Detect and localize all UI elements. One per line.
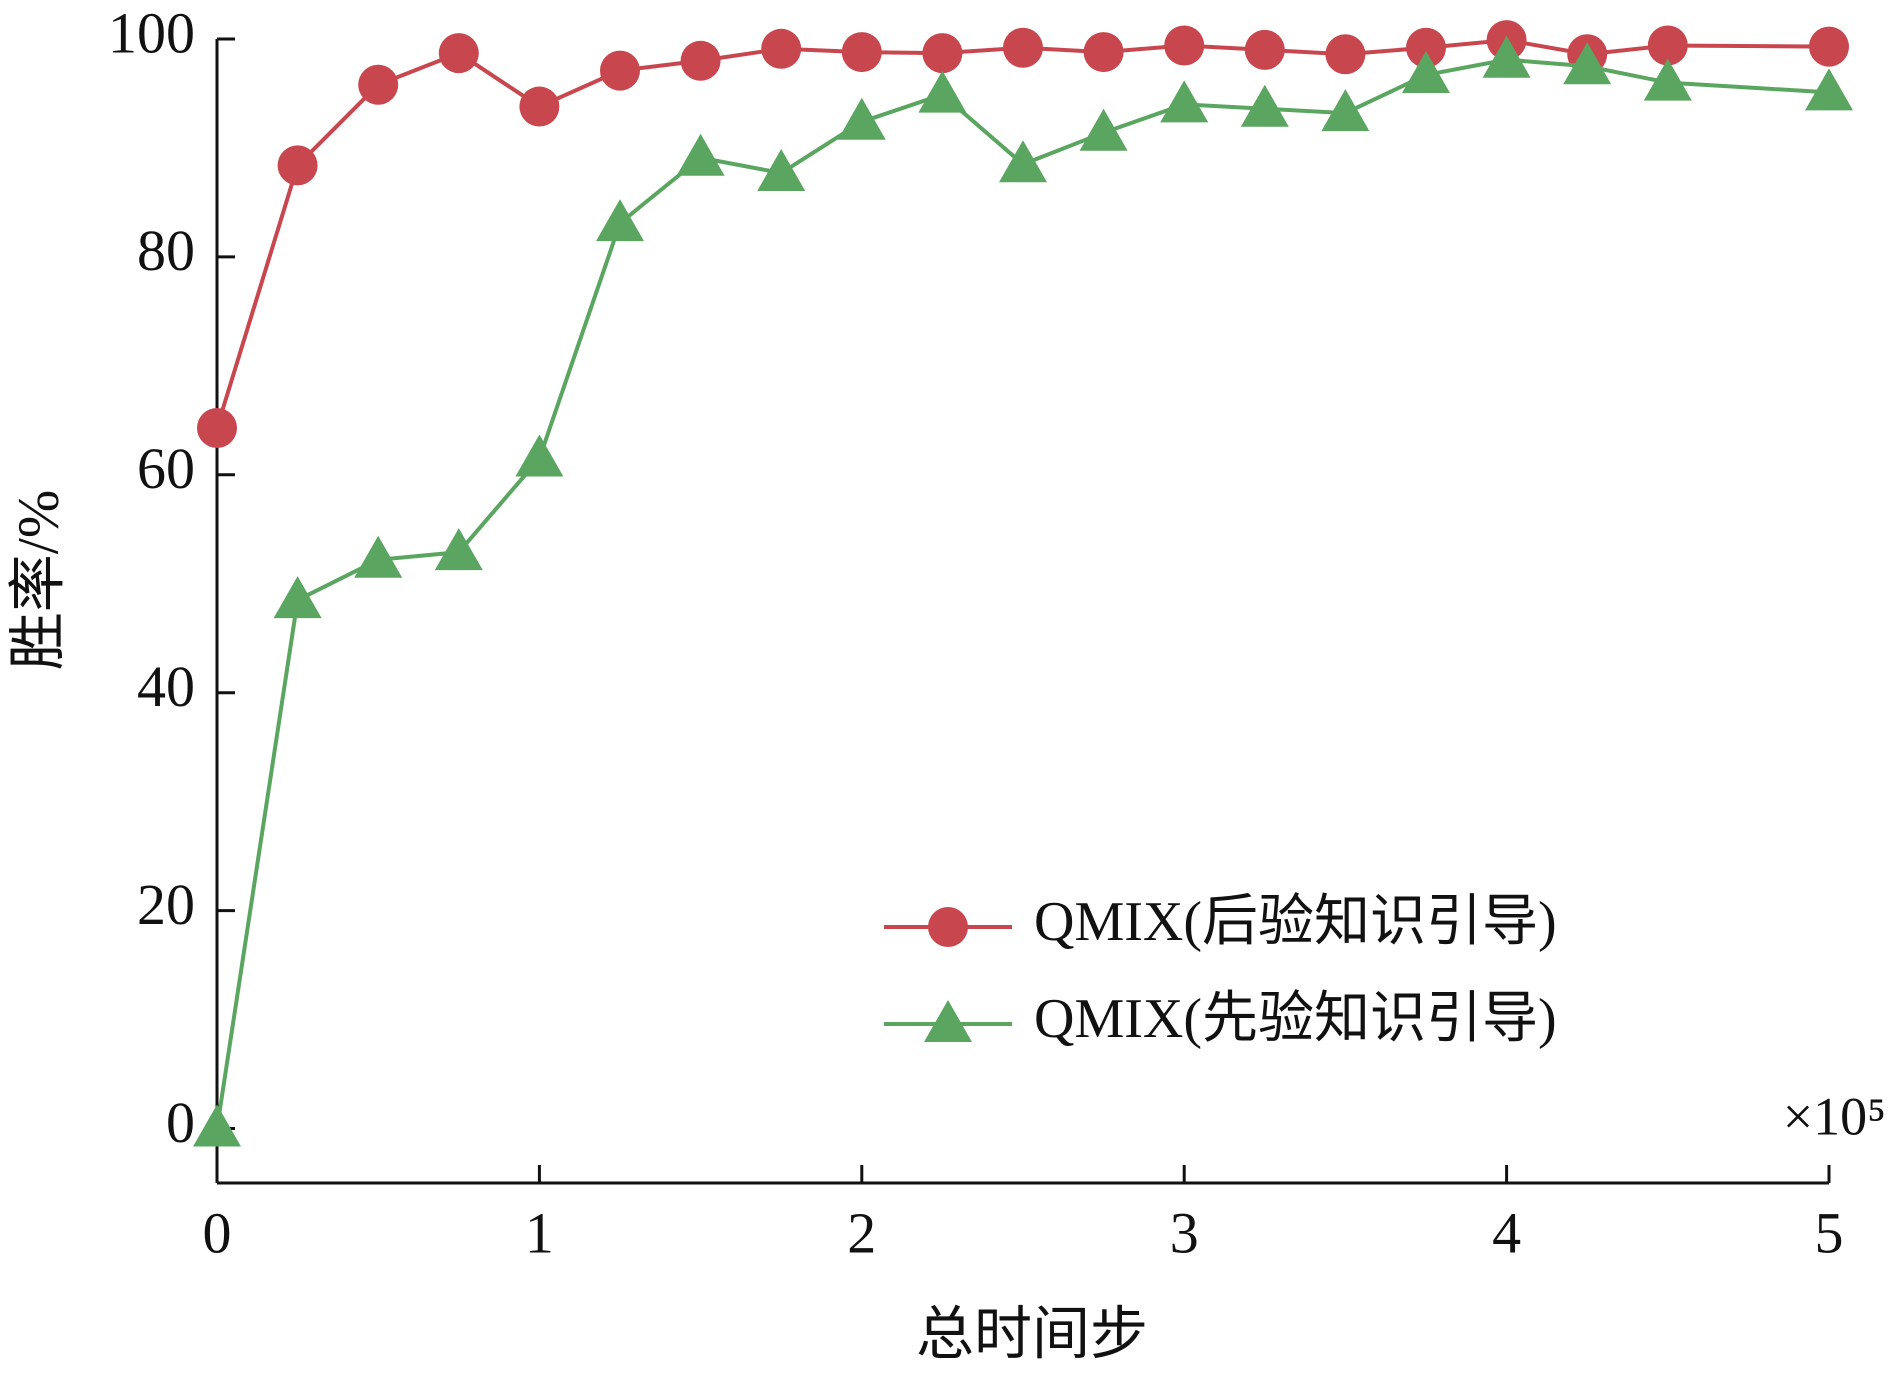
legend-marker bbox=[924, 1000, 972, 1042]
marker bbox=[918, 70, 967, 113]
marker bbox=[1563, 42, 1612, 85]
series-line bbox=[215, 38, 1830, 429]
marker bbox=[358, 64, 399, 105]
marker bbox=[1805, 68, 1853, 111]
marker bbox=[1643, 58, 1692, 101]
marker bbox=[1402, 50, 1450, 93]
marker bbox=[1809, 26, 1849, 67]
marker bbox=[1164, 25, 1205, 66]
legend-marker bbox=[928, 907, 968, 947]
marker bbox=[197, 407, 237, 448]
marker bbox=[1240, 84, 1289, 127]
marker bbox=[922, 33, 963, 74]
y-tick-label: 100 bbox=[108, 0, 195, 65]
marker bbox=[1079, 108, 1128, 151]
marker bbox=[600, 50, 640, 91]
x-axis-title: 总时间步 bbox=[916, 1301, 1148, 1366]
marker bbox=[519, 86, 560, 127]
y-tick-label: 40 bbox=[137, 654, 195, 719]
y-tick-label: 0 bbox=[166, 1090, 195, 1155]
x-tick-label: 5 bbox=[1815, 1200, 1844, 1265]
legend-label: QMIX(先验知识引导) bbox=[1034, 988, 1557, 1050]
marker bbox=[1083, 32, 1124, 73]
legend-label: QMIX(后验知识引导) bbox=[1034, 891, 1557, 953]
marker bbox=[434, 528, 483, 571]
marker bbox=[1160, 80, 1209, 123]
marker bbox=[676, 133, 725, 176]
y-tick-label: 20 bbox=[137, 872, 195, 937]
marker bbox=[757, 149, 806, 192]
x-tick-label: 0 bbox=[203, 1200, 232, 1265]
marker bbox=[1321, 89, 1370, 132]
marker bbox=[1244, 29, 1285, 70]
marker bbox=[841, 32, 882, 73]
x-tick-label: 3 bbox=[1170, 1200, 1199, 1265]
x-tick-label: 4 bbox=[1492, 1200, 1521, 1265]
y-axis-title: 胜率/% bbox=[5, 490, 70, 670]
y-tick-label: 80 bbox=[137, 218, 195, 283]
marker bbox=[277, 145, 318, 186]
marker bbox=[999, 140, 1047, 183]
series-line bbox=[215, 57, 1830, 1129]
marker bbox=[354, 535, 403, 578]
marker bbox=[438, 33, 479, 74]
marker bbox=[1325, 34, 1366, 75]
marker bbox=[1647, 25, 1688, 66]
y-tick-label: 60 bbox=[137, 436, 195, 501]
x-tick-label: 2 bbox=[847, 1200, 876, 1265]
x-tick-label: 1 bbox=[525, 1200, 554, 1265]
marker bbox=[273, 576, 322, 619]
marker bbox=[680, 40, 721, 81]
marker bbox=[837, 97, 886, 140]
marker bbox=[1482, 35, 1531, 78]
marker bbox=[1003, 27, 1043, 68]
marker bbox=[515, 434, 564, 477]
marker bbox=[761, 28, 802, 69]
marker bbox=[193, 1104, 241, 1147]
marker bbox=[1406, 27, 1446, 68]
x-multiplier: ×10⁵ bbox=[1783, 1086, 1886, 1146]
marker bbox=[596, 199, 644, 242]
